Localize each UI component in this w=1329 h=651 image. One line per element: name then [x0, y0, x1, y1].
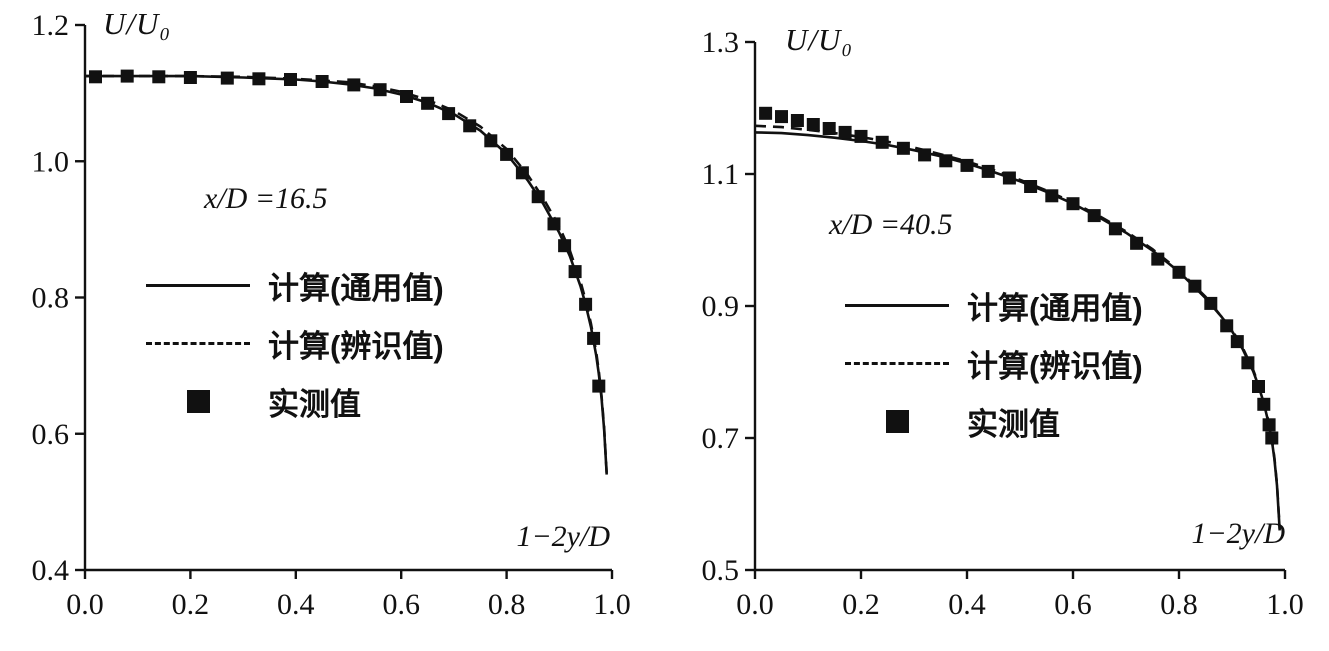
x-tick-label: 0.8 — [488, 588, 526, 621]
series-measured-points — [759, 106, 1279, 445]
legend-item-solid: 计算(通用值) — [845, 276, 1143, 334]
y-tick-label: 0.5 — [702, 554, 740, 587]
y-tick-label: 0.7 — [702, 422, 740, 455]
legend-label: 实测值 — [967, 406, 1060, 442]
tick-labels: 0.5 0.7 0.9 1.1 1.3 0.0 0.2 0.4 0.6 0.8 1.0 — [702, 26, 1304, 621]
y-axis-label: U/U₀ — [103, 6, 172, 41]
x-tick-label: 0.2 — [842, 588, 880, 621]
x-tick-label: 0.0 — [736, 588, 774, 621]
y-axis-label: U/U₀ — [785, 22, 854, 57]
legend-label: 计算(通用值) — [268, 270, 444, 306]
solid-line-icon — [146, 283, 250, 287]
legend-item-measured: 实测值 — [845, 392, 1143, 450]
dashed-line-icon — [146, 341, 250, 345]
x-tick-label: 1.0 — [1266, 588, 1304, 621]
x-tick-label: 0.4 — [277, 588, 315, 621]
y-tick-label: 1.0 — [32, 145, 70, 178]
series-measured-points — [89, 69, 606, 393]
x-tick-label: 0.6 — [1054, 588, 1092, 621]
x-tick-label: 1.0 — [593, 588, 631, 621]
filled-square-icon — [845, 409, 949, 433]
y-tick-label: 0.9 — [702, 290, 740, 323]
solid-line-icon — [845, 303, 949, 307]
legend-item-solid: 计算(通用值) — [146, 256, 444, 314]
y-tick-label: 1.2 — [32, 9, 70, 42]
x-axis-label: 1−2y/D — [516, 520, 610, 553]
legend-label: 计算(辨识值) — [268, 328, 444, 364]
x-axis-label: 1−2y/D — [1191, 517, 1285, 550]
x-tick-label: 0.8 — [1160, 588, 1198, 621]
legend-item-dashed: 计算(辨识值) — [146, 314, 444, 372]
legend-label: 实测值 — [268, 386, 361, 422]
legend-label: 计算(通用值) — [967, 290, 1143, 326]
chart-left: 0.4 0.6 0.8 1.0 1.2 0.0 0.2 0.4 0.6 0.8 1.0 U/U₀ x… — [0, 0, 660, 651]
legend: 计算(通用值) 计算(辨识值) 实测值 — [146, 256, 444, 430]
plot-area-right: 0.5 0.7 0.9 1.1 1.3 0.0 0.2 0.4 0.6 0.8 1.0 — [702, 26, 1304, 621]
axes — [745, 40, 1287, 579]
legend-label: 计算(辨识值) — [967, 348, 1143, 384]
chart-right: 0.5 0.7 0.9 1.1 1.3 0.0 0.2 0.4 0.6 0.8 1.0 U/U₀ x… — [669, 0, 1329, 651]
x-tick-label: 0.4 — [948, 588, 986, 621]
plot-area-left: 0.4 0.6 0.8 1.0 1.2 0.0 0.2 0.4 0.6 0.8 1.0 — [32, 9, 631, 621]
axes — [75, 23, 614, 579]
dashed-line-icon — [845, 361, 949, 365]
filled-square-icon — [146, 389, 250, 413]
annotation-x-over-d: x/D =16.5 — [204, 182, 328, 215]
x-tick-label: 0.6 — [382, 588, 420, 621]
x-tick-label: 0.2 — [172, 588, 210, 621]
tick-labels: 0.4 0.6 0.8 1.0 1.2 0.0 0.2 0.4 0.6 0.8 1.0 — [32, 9, 631, 621]
legend: 计算(通用值) 计算(辨识值) 实测值 — [845, 276, 1143, 450]
y-tick-label: 0.4 — [32, 554, 70, 587]
legend-item-dashed: 计算(辨识值) — [845, 334, 1143, 392]
y-tick-label: 0.8 — [32, 282, 70, 315]
x-tick-label: 0.0 — [66, 588, 104, 621]
legend-item-measured: 实测值 — [146, 372, 444, 430]
y-tick-label: 1.1 — [702, 158, 740, 191]
y-tick-label: 1.3 — [702, 26, 740, 59]
y-tick-label: 0.6 — [32, 418, 70, 451]
annotation-x-over-d: x/D =40.5 — [829, 208, 953, 241]
